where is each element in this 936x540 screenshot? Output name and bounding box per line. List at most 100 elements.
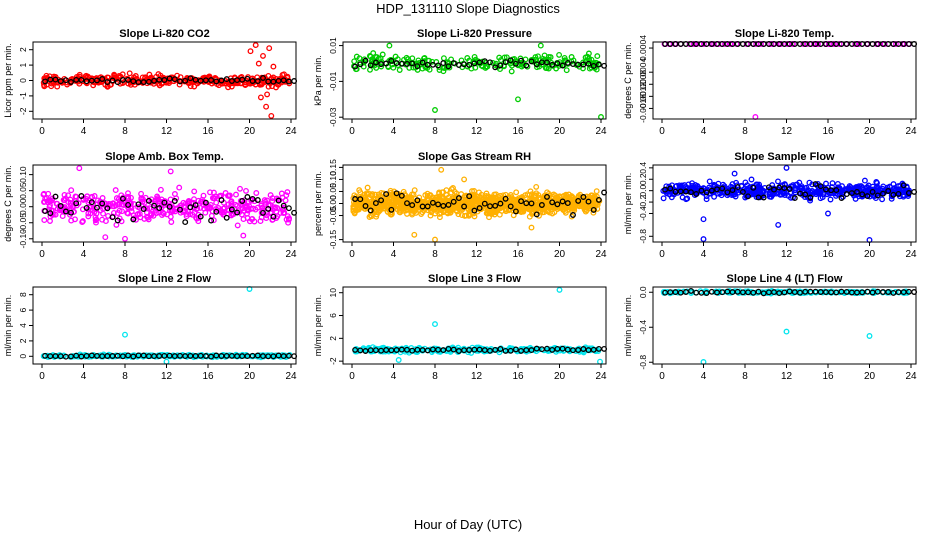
- data-point: [259, 207, 266, 214]
- x-tick-label: 12: [161, 371, 173, 382]
- summary-point: [234, 209, 241, 216]
- summary-point: [388, 206, 395, 213]
- data-point: [369, 191, 376, 198]
- data-point: [533, 183, 540, 190]
- y-tick-label: 0.4: [638, 162, 648, 174]
- summary-point: [590, 346, 597, 353]
- summary-point: [270, 213, 277, 220]
- data-point: [411, 187, 418, 194]
- data-point: [126, 70, 133, 77]
- x-tick-label: 24: [285, 249, 297, 260]
- data-point: [252, 42, 259, 49]
- x-tick-label: 8: [432, 371, 438, 382]
- data-point: [167, 168, 174, 175]
- data-point: [356, 187, 363, 194]
- data-point: [792, 187, 799, 194]
- data-point: [528, 224, 535, 231]
- data-point: [270, 63, 277, 70]
- data-point: [564, 194, 571, 201]
- y-tick-label: -0.10: [18, 229, 28, 249]
- summary-point: [662, 186, 669, 193]
- data-point: [234, 202, 241, 209]
- data-point: [207, 189, 213, 196]
- summary-point: [797, 289, 803, 296]
- data-point: [262, 200, 269, 207]
- summary-point: [94, 77, 100, 84]
- summary-point: [249, 195, 256, 202]
- summary-point: [213, 78, 220, 85]
- summary-point: [512, 60, 519, 67]
- x-tick-label: 16: [822, 249, 834, 260]
- summary-point: [161, 199, 168, 206]
- y-tick-label: 8: [18, 292, 28, 297]
- summary-point: [559, 345, 566, 352]
- y-tick-label: -0.05: [328, 206, 338, 226]
- summary-point: [239, 198, 246, 204]
- data-point: [502, 205, 509, 212]
- summary-point: [151, 77, 158, 84]
- data-point: [539, 61, 545, 68]
- data-point: [731, 170, 738, 177]
- summary-point: [843, 191, 850, 198]
- summary-point: [68, 79, 74, 85]
- data-point: [432, 210, 439, 217]
- data-point: [902, 189, 909, 196]
- data-point: [497, 66, 503, 73]
- summary-point: [171, 76, 178, 83]
- summary-point: [708, 187, 715, 194]
- summary-point: [135, 201, 142, 208]
- data-point: [113, 195, 120, 202]
- x-tick-label: 4: [701, 249, 707, 260]
- data-point: [67, 196, 74, 203]
- summary-point: [466, 193, 473, 200]
- summary-point: [208, 353, 215, 360]
- summary-point: [357, 196, 364, 203]
- data-point: [732, 193, 739, 200]
- data-point: [164, 211, 171, 218]
- data-point: [243, 202, 250, 209]
- summary-point: [414, 197, 421, 204]
- data-point: [783, 164, 790, 171]
- data-point: [68, 217, 75, 224]
- summary-point: [114, 217, 121, 224]
- data-point: [278, 190, 285, 197]
- data-point: [781, 188, 788, 195]
- summary-point: [595, 61, 602, 68]
- summary-point: [885, 188, 892, 194]
- summary-point: [807, 194, 814, 201]
- data-point: [679, 194, 686, 201]
- x-tick-label: 0: [39, 126, 45, 137]
- summary-point: [507, 203, 514, 210]
- x-tick-label: 24: [905, 126, 917, 137]
- summary-point: [528, 58, 535, 65]
- summary-point: [786, 186, 793, 192]
- y-tick-label: 0.05: [328, 183, 338, 200]
- data-point: [285, 216, 292, 223]
- summary-point: [564, 59, 571, 66]
- data-point: [471, 188, 478, 194]
- summary-point: [466, 61, 473, 68]
- summary-point: [595, 196, 602, 203]
- y-axis-label: ml/min per min.: [313, 295, 323, 357]
- summary-point: [140, 352, 147, 359]
- data-point: [191, 196, 197, 203]
- y-tick-label: -2: [18, 107, 28, 115]
- data-point: [534, 64, 540, 71]
- data-point: [356, 202, 363, 209]
- x-tick-label: 8: [742, 371, 748, 382]
- x-tick-label: 20: [554, 126, 566, 137]
- data-point: [41, 217, 48, 224]
- y-tick-label: -2: [328, 357, 338, 365]
- summary-point: [544, 345, 550, 352]
- summary-point: [362, 57, 369, 64]
- y-tick-label: 0.10: [18, 166, 28, 183]
- summary-point: [502, 195, 509, 202]
- plot-frame: [652, 164, 917, 243]
- summary-point: [895, 190, 902, 197]
- summary-point: [42, 78, 49, 85]
- x-tick-label: 8: [122, 371, 128, 382]
- data-point: [145, 216, 152, 223]
- summary-point: [833, 187, 840, 194]
- data-point: [239, 205, 246, 212]
- summary-point: [734, 184, 741, 191]
